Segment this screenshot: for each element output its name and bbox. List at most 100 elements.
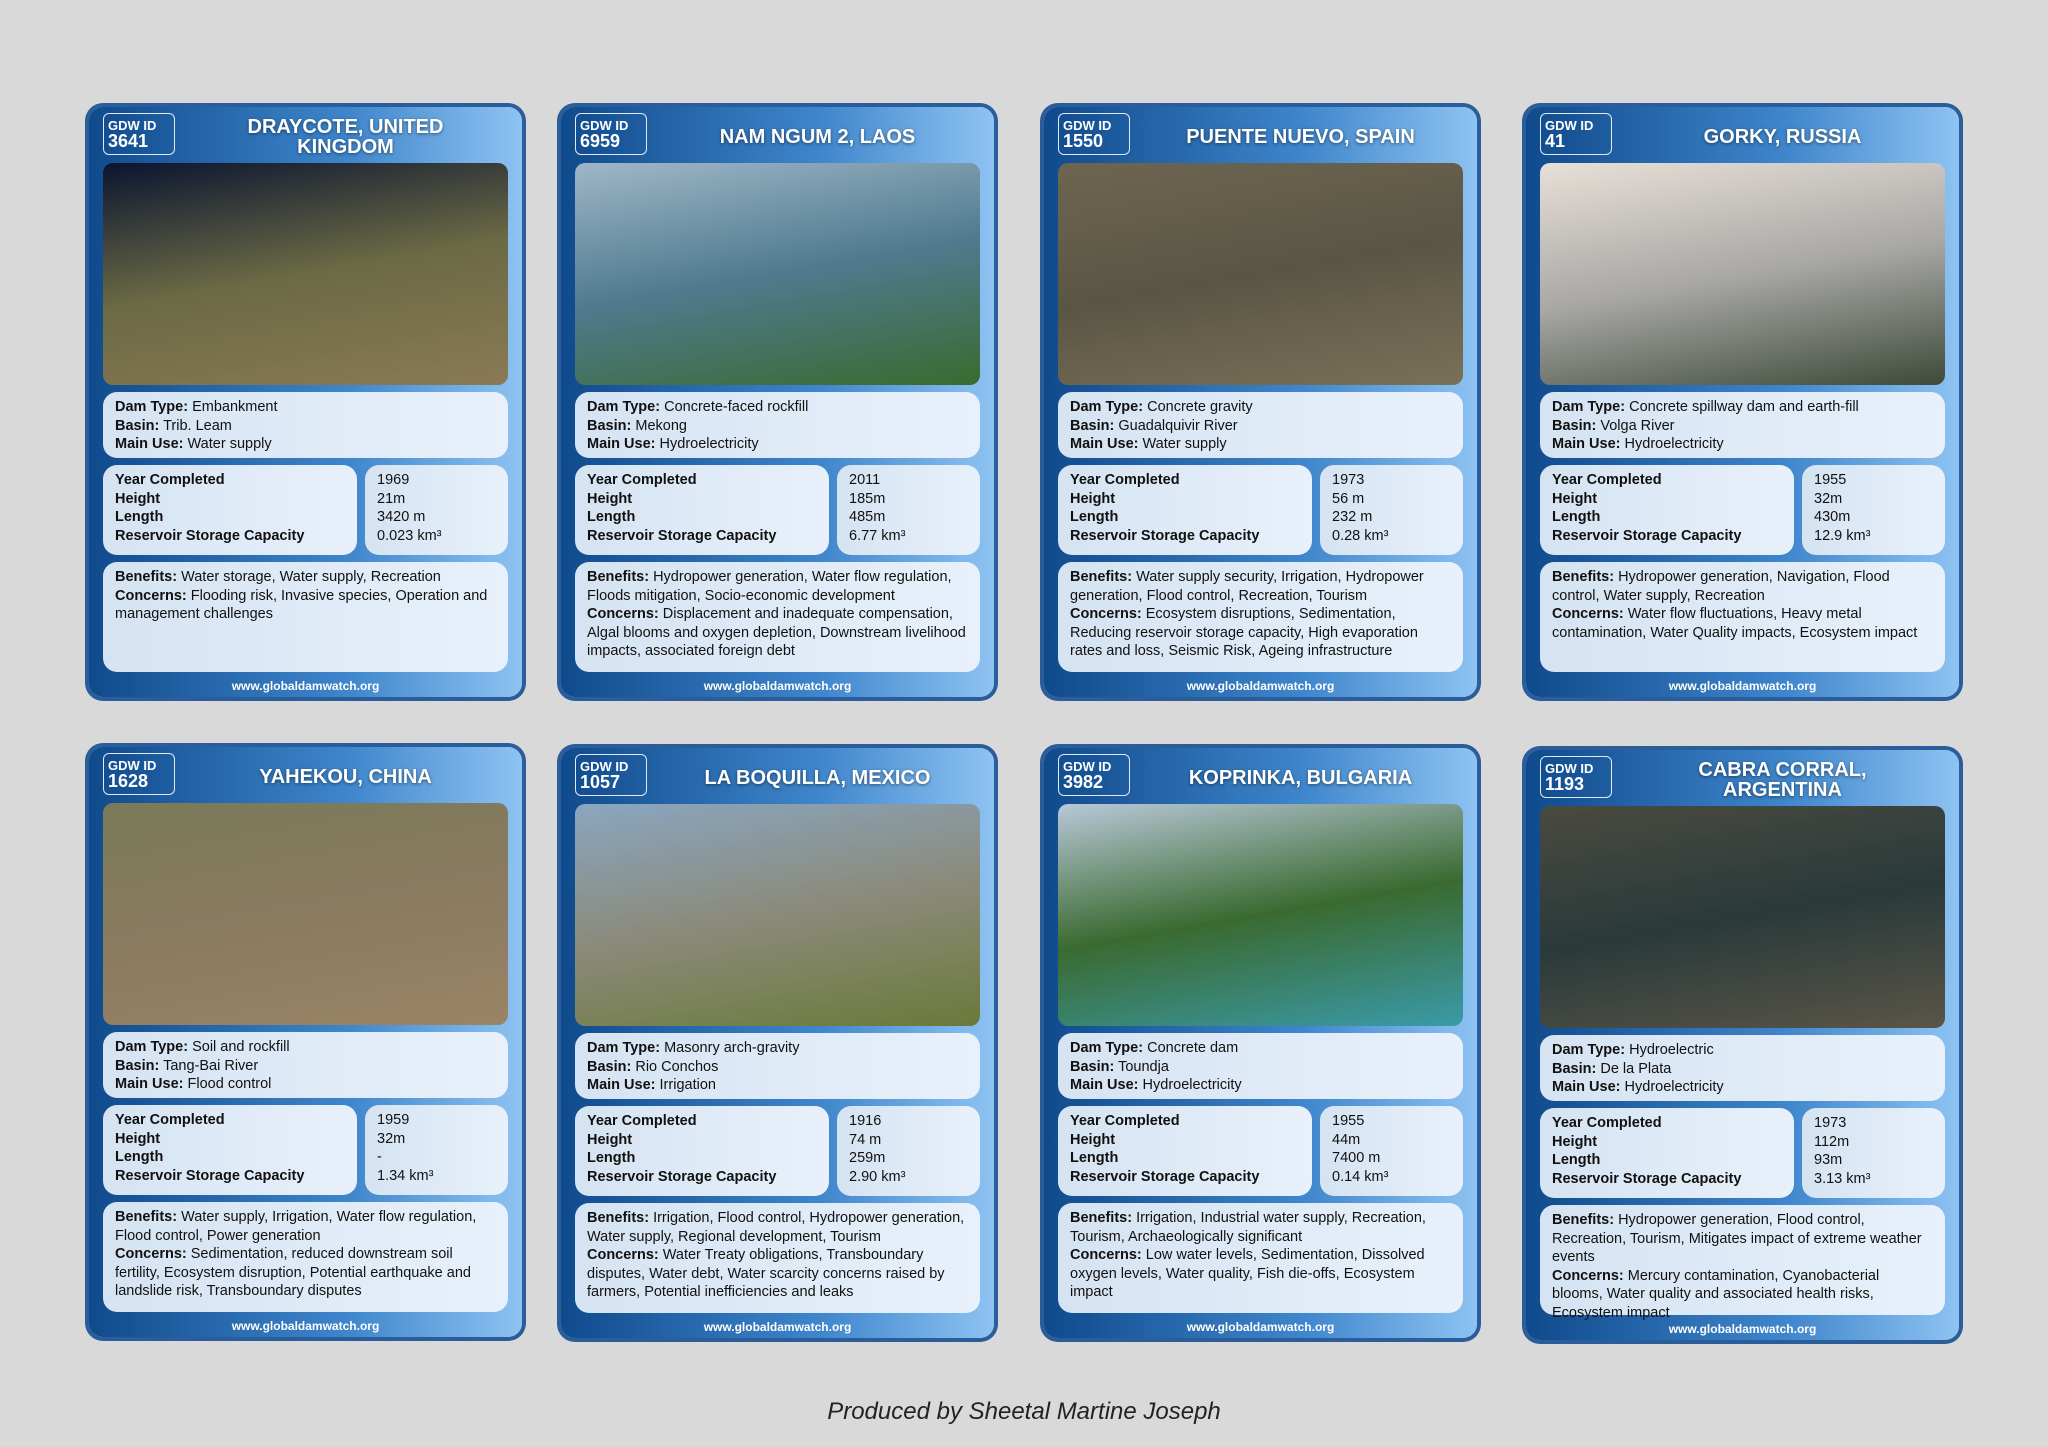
length: -	[377, 1149, 382, 1165]
height: 74 m	[849, 1131, 882, 1148]
benefits-concerns-box: Benefits: Irrigation, Industrial water s…	[1058, 1203, 1463, 1313]
year-completed: 2011	[849, 472, 881, 488]
dam-photo	[1540, 163, 1945, 385]
credit-text: Produced by Sheetal Martine Joseph	[827, 1398, 1221, 1425]
dam-info-box: Dam Type: Concrete spillway dam and eart…	[1540, 392, 1945, 458]
dam-card: GDW ID 3641 DRAYCOTE, UNITED KINGDOM Dam …	[89, 107, 522, 697]
main-use: Hydroelectricity	[1624, 1079, 1724, 1095]
gdw-id-label: GDW ID	[108, 758, 157, 773]
stats-labels: Year Completed Height Length Reservoir S…	[103, 1105, 357, 1195]
label: Length	[587, 1150, 636, 1166]
gdw-id-label: GDW ID	[580, 118, 629, 133]
benefits-concerns-box: Benefits: Water storage, Water supply, R…	[103, 562, 508, 672]
label: Basin:	[587, 417, 632, 434]
stats-values: 1973 112m 93m 3.13 km³	[1802, 1108, 1945, 1198]
gdw-id-badge: GDW ID 1193	[1540, 756, 1612, 798]
website-link[interactable]: www.globaldamwatch.org	[1668, 679, 1817, 693]
dam-card: GDW ID 1057 LA BOQUILLA, MEXICO Dam Type:…	[561, 748, 994, 1338]
basin: Toundja	[1118, 1058, 1169, 1075]
length: 259m	[849, 1150, 886, 1166]
gdw-id-badge: GDW ID 41	[1540, 113, 1612, 155]
label: Concerns:	[1552, 606, 1624, 622]
stats-labels: Year Completed Height Length Reservoir S…	[575, 1106, 829, 1196]
website-link[interactable]: www.globaldamwatch.org	[1186, 1320, 1335, 1334]
benefits: Irrigation, Flood control, Hydropower ge…	[587, 1210, 965, 1245]
label: Length	[1070, 1150, 1119, 1166]
basin: Mekong	[635, 417, 687, 434]
label: Basin:	[115, 1057, 160, 1074]
label: Year Completed	[1552, 1115, 1662, 1131]
benefits: Irrigation, Industrial water supply, Rec…	[1070, 1210, 1426, 1245]
dam-card: GDW ID 1193 CABRA CORRAL, ARGENTINA Dam T…	[1526, 750, 1959, 1340]
label: Basin:	[1552, 417, 1597, 434]
length: 93m	[1814, 1152, 1843, 1168]
gdw-id-badge: GDW ID 1550	[1058, 113, 1130, 155]
dam-photo	[103, 803, 508, 1025]
label: Benefits:	[115, 569, 178, 585]
height: 21m	[377, 490, 406, 507]
label: Year Completed	[587, 1113, 697, 1129]
gdw-id-value: 41	[1545, 131, 1566, 151]
website-link[interactable]: www.globaldamwatch.org	[703, 679, 852, 693]
gdw-id-label: GDW ID	[108, 118, 157, 133]
benefits-concerns-box: Benefits: Hydropower generation, Flood c…	[1540, 1205, 1945, 1321]
year-completed: 1973	[1332, 472, 1365, 488]
website-link[interactable]: www.globaldamwatch.org	[1186, 679, 1335, 693]
basin: Volga River	[1600, 417, 1675, 434]
height: 44m	[1332, 1131, 1361, 1148]
label: Concerns:	[587, 606, 659, 622]
label: Basin:	[1070, 417, 1115, 434]
label: Dam Type:	[115, 399, 189, 415]
storage-capacity: 0.28 km³	[1332, 527, 1389, 544]
label: Reservoir Storage Capacity	[1070, 527, 1260, 544]
dam-card: GDW ID 41 GORKY, RUSSIA Dam Type: Concret…	[1526, 107, 1959, 697]
gdw-id-value: 1628	[108, 771, 149, 791]
dam-type: Embankment	[192, 399, 278, 415]
label: Benefits:	[1552, 1212, 1615, 1228]
label: Dam Type:	[1070, 1040, 1144, 1056]
label: Dam Type:	[1552, 399, 1626, 415]
concerns: Displacement and inadequate compensation…	[587, 606, 966, 659]
length: 485m	[849, 509, 886, 525]
dam-title: CABRA CORRAL, ARGENTINA	[1616, 758, 1949, 802]
benefits-concerns-box: Benefits: Irrigation, Flood control, Hyd…	[575, 1203, 980, 1313]
gdw-id-label: GDW ID	[1545, 761, 1594, 776]
basin: Tang-Bai River	[163, 1057, 259, 1074]
gdw-id-label: GDW ID	[580, 759, 629, 774]
website-link[interactable]: www.globaldamwatch.org	[703, 1320, 852, 1334]
concerns: Sedimentation, reduced downstream soil f…	[115, 1246, 471, 1299]
gdw-id-badge: GDW ID 6959	[575, 113, 647, 155]
website-link[interactable]: www.globaldamwatch.org	[231, 1319, 380, 1333]
stats-labels: Year Completed Height Length Reservoir S…	[103, 465, 357, 555]
dam-photo	[575, 163, 980, 385]
stats-values: 1973 56 m 232 m 0.28 km³	[1320, 465, 1463, 555]
dam-title: KOPRINKA, BULGARIA	[1134, 756, 1467, 800]
dam-type: Concrete gravity	[1147, 399, 1253, 415]
basin: Rio Conchos	[635, 1058, 719, 1075]
label: Reservoir Storage Capacity	[1070, 1168, 1260, 1185]
label: Year Completed	[115, 1112, 225, 1128]
website-link[interactable]: www.globaldamwatch.org	[1668, 1322, 1817, 1336]
length: 430m	[1814, 509, 1851, 525]
label: Main Use:	[115, 1076, 184, 1092]
height: 112m	[1814, 1133, 1850, 1150]
label: Dam Type:	[1552, 1042, 1626, 1058]
label: Main Use:	[587, 1077, 656, 1093]
benefits: Hydropower generation, Flood control, Re…	[1552, 1212, 1922, 1265]
label: Benefits:	[1552, 569, 1615, 585]
concerns: Water flow fluctuations, Heavy metal con…	[1552, 606, 1918, 641]
gdw-id-value: 3641	[108, 131, 149, 151]
label: Year Completed	[1070, 472, 1180, 488]
storage-capacity: 3.13 km³	[1814, 1170, 1871, 1187]
main-use: Irrigation	[659, 1077, 716, 1093]
gdw-id-label: GDW ID	[1063, 118, 1112, 133]
year-completed: 1969	[377, 472, 410, 488]
website-link[interactable]: www.globaldamwatch.org	[231, 679, 380, 693]
year-completed: 1955	[1814, 472, 1847, 488]
label: Main Use:	[115, 436, 184, 452]
gdw-id-value: 1550	[1063, 131, 1104, 151]
stats-values: 2011 185m 485m 6.77 km³	[837, 465, 980, 555]
year-completed: 1955	[1332, 1113, 1365, 1129]
gdw-id-label: GDW ID	[1063, 759, 1112, 774]
height: 185m	[849, 490, 886, 507]
